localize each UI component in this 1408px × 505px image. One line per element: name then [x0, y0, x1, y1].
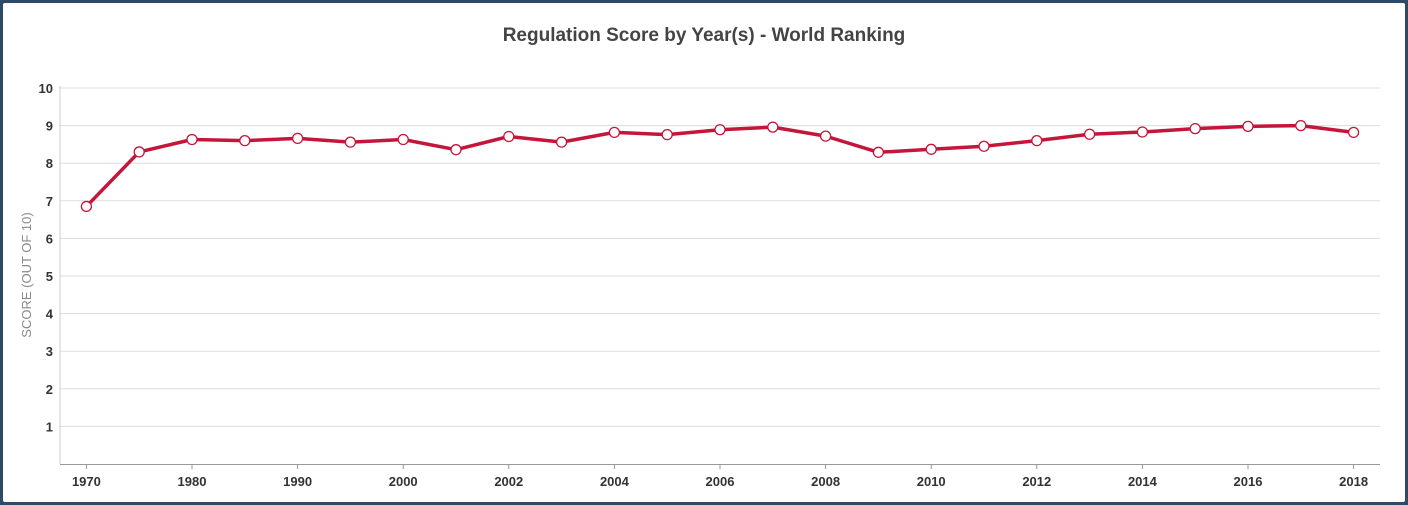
data-point[interactable] [344, 136, 357, 148]
x-tick-label: 1980 [178, 474, 207, 489]
x-tick-label: 1990 [283, 474, 312, 489]
data-point[interactable] [819, 130, 832, 142]
data-point[interactable] [239, 134, 251, 147]
x-tick-label: 2014 [1128, 474, 1158, 489]
x-tick-label: 2008 [811, 474, 840, 489]
x-tick-label: 2004 [600, 474, 630, 489]
data-point[interactable] [133, 146, 145, 158]
x-tick-label: 2018 [1339, 474, 1368, 489]
y-tick-label: 5 [46, 269, 53, 284]
data-point[interactable] [1295, 119, 1307, 132]
data-point[interactable] [1242, 120, 1254, 133]
y-tick-label: 9 [46, 119, 53, 134]
data-point[interactable] [767, 121, 779, 133]
y-tick-label: 3 [46, 344, 53, 359]
y-tick-label: 7 [46, 194, 53, 209]
y-axis-label: SCORE (OUT OF 10) [19, 212, 34, 337]
chart-frame: Regulation Score by Year(s) - World Rank… [3, 3, 1405, 502]
data-point[interactable] [661, 128, 673, 141]
data-point[interactable] [978, 140, 990, 152]
axes [59, 86, 1380, 469]
x-tick-labels: 1970 1980 1990 2000 2002 2004 2006 2008 2010 2012… [72, 474, 1368, 489]
data-point[interactable] [1031, 134, 1043, 147]
y-tick-label: 1 [46, 419, 53, 434]
data-point[interactable] [80, 200, 93, 213]
data-point[interactable] [555, 136, 568, 148]
x-tick-label: 2002 [494, 474, 523, 489]
x-tick-label: 2012 [1022, 474, 1051, 489]
data-point[interactable] [1136, 126, 1149, 138]
data-point[interactable] [1083, 128, 1096, 140]
data-point[interactable] [397, 133, 409, 146]
x-tick-label: 2016 [1234, 474, 1263, 489]
data-point[interactable] [925, 143, 937, 155]
data-point[interactable] [714, 124, 726, 136]
data-point[interactable] [450, 144, 462, 156]
line-chart: 1 2 3 4 5 6 7 8 9 10 1970 1980 1990 2000 2002 2004 2006… [19, 81, 1380, 489]
y-tick-label: 8 [46, 156, 53, 171]
y-tick-labels: 1 2 3 4 5 6 7 8 9 10 [39, 81, 54, 434]
data-point[interactable] [186, 133, 198, 146]
x-tick-label: 2010 [917, 474, 946, 489]
series-line [85, 123, 1354, 208]
chart-title: Regulation Score by Year(s) - World Rank… [502, 25, 906, 46]
data-point[interactable] [503, 130, 515, 143]
y-tick-label: 2 [46, 382, 53, 397]
data-point[interactable] [291, 132, 304, 145]
data-point[interactable] [1189, 122, 1201, 135]
data-points [80, 119, 1360, 213]
data-point[interactable] [872, 146, 885, 158]
data-point[interactable] [1347, 126, 1360, 139]
x-tick-label: 2000 [389, 474, 418, 489]
x-tick-label: 2006 [706, 474, 735, 489]
y-tick-label: 6 [46, 231, 53, 246]
y-tick-label: 10 [39, 81, 53, 96]
data-point[interactable] [608, 126, 621, 139]
x-tick-label: 1970 [72, 474, 101, 489]
y-tick-label: 4 [46, 307, 54, 322]
